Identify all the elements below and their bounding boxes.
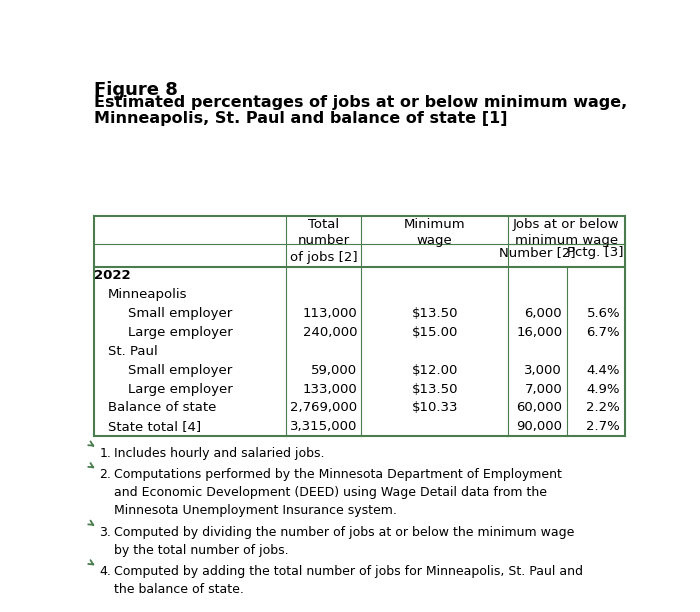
Text: 240,000: 240,000	[302, 326, 357, 339]
Text: 2.2%: 2.2%	[587, 401, 620, 414]
Text: Minneapolis: Minneapolis	[108, 288, 188, 301]
Text: $15.00: $15.00	[412, 326, 458, 339]
Text: 113,000: 113,000	[302, 307, 357, 320]
Text: Pctg. [3]: Pctg. [3]	[567, 246, 624, 259]
Text: Small employer: Small employer	[128, 364, 232, 377]
Text: 5.6%: 5.6%	[587, 307, 620, 320]
Text: 4.: 4.	[99, 565, 111, 578]
Text: 2,769,000: 2,769,000	[290, 401, 357, 414]
Text: Figure 8: Figure 8	[94, 81, 178, 99]
Text: 2022: 2022	[94, 269, 131, 283]
Text: 3,315,000: 3,315,000	[290, 420, 357, 433]
Text: Computations performed by the Minnesota Department of Employment
and Economic De: Computations performed by the Minnesota …	[113, 468, 561, 517]
Text: Balance of state: Balance of state	[108, 401, 216, 414]
Text: Minneapolis, St. Paul and balance of state [1]: Minneapolis, St. Paul and balance of sta…	[94, 111, 508, 126]
Text: State total [4]: State total [4]	[108, 420, 201, 433]
Text: $12.00: $12.00	[412, 364, 458, 377]
Text: Number [2]: Number [2]	[499, 246, 575, 259]
Text: Minimum
wage: Minimum wage	[404, 218, 466, 247]
Text: Computed by adding the total number of jobs for Minneapolis, St. Paul and
the ba: Computed by adding the total number of j…	[113, 565, 582, 597]
Text: 6.7%: 6.7%	[587, 326, 620, 339]
Text: 4.9%: 4.9%	[587, 382, 620, 395]
Text: Includes hourly and salaried jobs.: Includes hourly and salaried jobs.	[113, 447, 324, 460]
Text: Computed by dividing the number of jobs at or below the minimum wage
by the tota: Computed by dividing the number of jobs …	[113, 526, 574, 557]
Text: Jobs at or below
minimum wage: Jobs at or below minimum wage	[513, 218, 620, 247]
Text: 60,000: 60,000	[516, 401, 562, 414]
Text: 1.: 1.	[99, 447, 111, 460]
Text: Small employer: Small employer	[128, 307, 232, 320]
Text: 4.4%: 4.4%	[587, 364, 620, 377]
Text: Total
number
of jobs [2]: Total number of jobs [2]	[290, 218, 357, 264]
Text: 7,000: 7,000	[524, 382, 562, 395]
Text: 59,000: 59,000	[311, 364, 357, 377]
Text: 3.: 3.	[99, 526, 111, 539]
Text: Large employer: Large employer	[128, 326, 233, 339]
Text: $13.50: $13.50	[412, 382, 458, 395]
Text: 2.: 2.	[99, 468, 111, 482]
Text: $13.50: $13.50	[412, 307, 458, 320]
Text: 2.7%: 2.7%	[587, 420, 620, 433]
Text: $10.33: $10.33	[412, 401, 458, 414]
Text: 16,000: 16,000	[516, 326, 562, 339]
Text: 6,000: 6,000	[524, 307, 562, 320]
Text: St. Paul: St. Paul	[108, 345, 158, 358]
Text: 3,000: 3,000	[524, 364, 562, 377]
Text: Estimated percentages of jobs at or below minimum wage,: Estimated percentages of jobs at or belo…	[94, 95, 627, 110]
Text: 90,000: 90,000	[516, 420, 562, 433]
Text: Large employer: Large employer	[128, 382, 233, 395]
Text: 133,000: 133,000	[302, 382, 357, 395]
